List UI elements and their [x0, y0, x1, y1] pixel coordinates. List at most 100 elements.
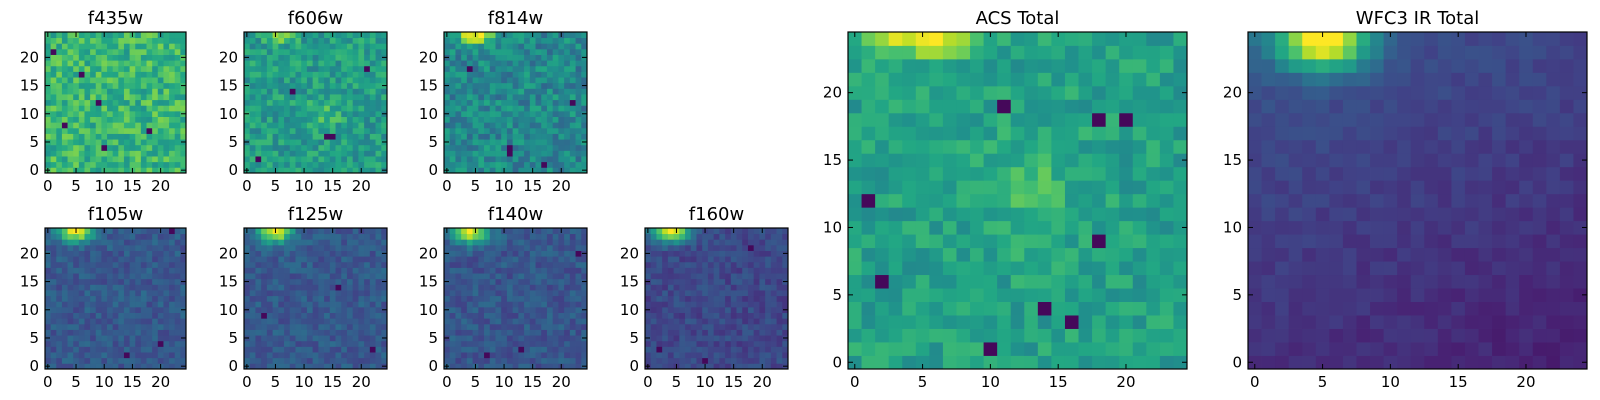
- heatmap-cell: [174, 133, 181, 140]
- heatmap-cell: [1132, 166, 1147, 181]
- heatmap-cell: [506, 256, 514, 263]
- heatmap-cell: [261, 335, 268, 342]
- heatmap-cell: [101, 48, 108, 55]
- heatmap-cell: [312, 312, 319, 319]
- heatmap-cell: [512, 335, 519, 342]
- heatmap-cell: [575, 363, 582, 370]
- heatmap-cell: [78, 105, 85, 112]
- heatmap-cell: [129, 88, 136, 95]
- heatmap-cell: [575, 261, 582, 268]
- heatmap-cell: [501, 65, 508, 72]
- heatmap-cell: [56, 312, 63, 319]
- heatmap-cell: [123, 346, 130, 353]
- heatmap-cell: [101, 290, 108, 297]
- heatmap-cell: [650, 318, 657, 325]
- heatmap-cell: [719, 323, 726, 330]
- heatmap-cell: [518, 329, 525, 336]
- heatmap-cell: [369, 127, 376, 134]
- heatmap-cell: [444, 156, 451, 163]
- heatmap-cell: [261, 301, 268, 308]
- heatmap-cell: [135, 267, 142, 274]
- heatmap-cell: [329, 139, 336, 146]
- heatmap-cell: [495, 60, 502, 67]
- heatmap-cell: [335, 301, 342, 308]
- heatmap-cell: [135, 301, 142, 308]
- heatmap-cell: [95, 139, 102, 146]
- heatmap-cell: [524, 54, 531, 61]
- heatmap-cell: [329, 357, 336, 364]
- heatmap-cell: [535, 133, 542, 140]
- heatmap-cell: [266, 256, 273, 263]
- heatmap-cell: [335, 94, 342, 101]
- heatmap-cell: [352, 43, 359, 50]
- heatmap-cell: [696, 318, 703, 325]
- heatmap-cell: [375, 99, 382, 106]
- heatmap-cell: [61, 323, 68, 330]
- heatmap-cell: [278, 94, 285, 101]
- heatmap-cell: [449, 110, 456, 117]
- heatmap-cell: [645, 312, 652, 319]
- heatmap-cell: [255, 295, 262, 302]
- heatmap-cell: [478, 256, 485, 263]
- heatmap-cell: [581, 318, 588, 325]
- heatmap-cell: [118, 133, 125, 140]
- heatmap-cell: [501, 133, 508, 140]
- heatmap-cell: [295, 122, 302, 129]
- heatmap-cell: [512, 357, 519, 364]
- heatmap-cell: [506, 323, 514, 330]
- heatmap-cell: [472, 273, 479, 280]
- heatmap-cell: [107, 228, 114, 235]
- x-tick-label: 15: [123, 373, 142, 391]
- heatmap-cell: [381, 290, 388, 297]
- heatmap-cell: [146, 82, 153, 89]
- heatmap-cell: [466, 88, 473, 95]
- heatmap-cell: [581, 239, 588, 246]
- heatmap-cell: [329, 329, 336, 336]
- x-tick-label: 15: [523, 177, 542, 195]
- heatmap-cell: [45, 105, 52, 112]
- heatmap-cell: [489, 301, 496, 308]
- heatmap-cell: [272, 37, 279, 44]
- heatmap-cell: [335, 323, 342, 330]
- heatmap-cell: [306, 295, 314, 302]
- heatmap-cell: [662, 340, 669, 347]
- heatmap-cell: [1159, 261, 1174, 276]
- heatmap-cell: [78, 363, 85, 370]
- heatmap-cell: [702, 346, 709, 353]
- heatmap-cell: [266, 267, 273, 274]
- heatmap-cell: [324, 116, 331, 123]
- heatmap-cell: [742, 335, 749, 342]
- heatmap-cell: [685, 233, 692, 240]
- heatmap-cell: [472, 290, 479, 297]
- heatmap-cell: [742, 261, 749, 268]
- heatmap-cell: [364, 43, 371, 50]
- heatmap-cell: [266, 156, 273, 163]
- heatmap-cell: [725, 329, 732, 336]
- heatmap-cell: [163, 65, 170, 72]
- heatmap-cell: [295, 329, 302, 336]
- heatmap-cell: [489, 116, 496, 123]
- heatmap-cell: [541, 290, 548, 297]
- heatmap-cell: [140, 77, 147, 84]
- heatmap-cell: [78, 65, 85, 72]
- heatmap-cell: [535, 295, 542, 302]
- heatmap-cell: [180, 105, 187, 112]
- heatmap-cell: [249, 110, 256, 117]
- heatmap-cell: [489, 312, 496, 319]
- heatmap-cell: [73, 105, 80, 112]
- heatmap-cell: [112, 301, 119, 308]
- heatmap-cell: [558, 48, 565, 55]
- heatmap-cell: [770, 228, 777, 235]
- heatmap-cell: [501, 48, 508, 55]
- heatmap-cell: [346, 122, 354, 129]
- heatmap-cell: [569, 60, 576, 67]
- heatmap-cell: [725, 301, 732, 308]
- heatmap-cell: [535, 94, 542, 101]
- heatmap-cell: [295, 110, 302, 117]
- heatmap-cell: [249, 156, 256, 163]
- heatmap-cell: [569, 139, 576, 146]
- heatmap-cell: [506, 116, 514, 123]
- heatmap-cell: [45, 144, 52, 151]
- heatmap-cell: [261, 323, 268, 330]
- heatmap-cell: [289, 228, 296, 235]
